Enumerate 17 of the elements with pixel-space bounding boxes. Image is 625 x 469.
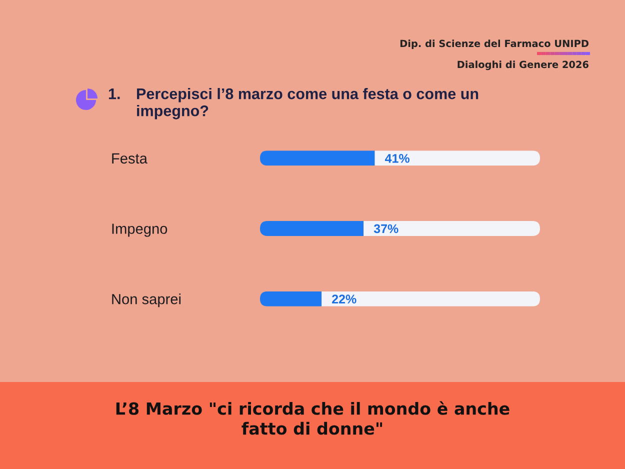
y-tick-label: Non saprei [112, 294, 181, 308]
y-tick-label: Impegno [112, 224, 168, 237]
chart-title: Percepisci l’8 marzo come una festa o come un impegno? [137, 88, 478, 120]
data-label: 22% [332, 294, 356, 304]
y-tick-label: Festa [112, 153, 148, 164]
data-label: 41% [384, 154, 410, 163]
text: L’8 Marzo "ci ricorda che il mondo è anche fatto di donne" [116, 401, 510, 435]
bar [364, 221, 540, 236]
data-label: 37% [374, 224, 398, 234]
bar [260, 291, 322, 306]
text: Dip. di Scienze del Farmaco UNIPD [400, 40, 588, 50]
bar [260, 150, 375, 166]
bar [260, 221, 364, 236]
bar [322, 291, 540, 306]
text: Dialoghi di Genere 2026 [458, 60, 588, 70]
bar [374, 150, 540, 166]
text: 1. [108, 88, 120, 100]
